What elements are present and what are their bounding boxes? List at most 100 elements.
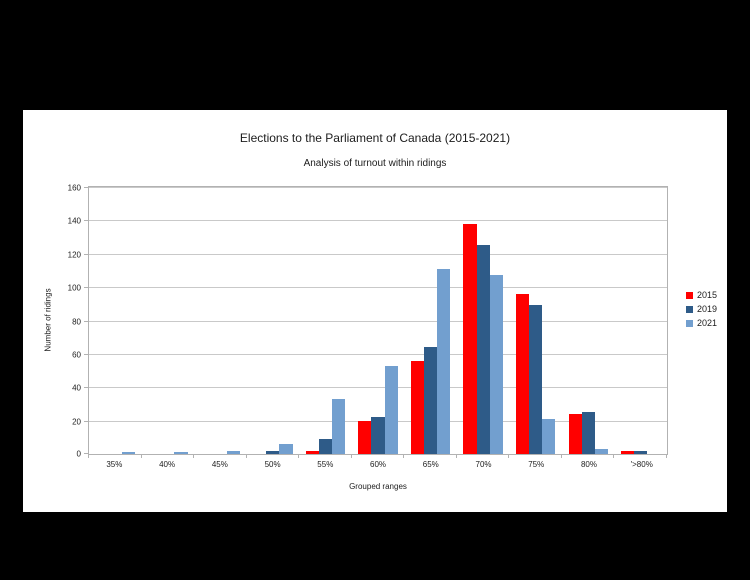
bar-group-'>80% <box>614 187 667 454</box>
y-tick-label-140: 140 <box>67 216 81 226</box>
x-tick-label-50%: 50% <box>264 460 281 469</box>
x-tick-mark-11 <box>666 454 667 458</box>
bar-group-80% <box>562 187 615 454</box>
bar-2021-75% <box>542 418 556 454</box>
x-tick-mark-9 <box>560 454 562 458</box>
bar-2019-65% <box>423 347 438 454</box>
bar-group-55% <box>299 187 352 454</box>
chart-subtitle: Analysis of turnout within ridings <box>303 158 447 169</box>
bar-2019-55% <box>318 438 333 454</box>
gridline-60 <box>89 353 667 355</box>
bar-group-60% <box>352 187 405 454</box>
legend: 2015 2019 2021 <box>686 288 717 330</box>
bar-2021-65% <box>437 268 451 454</box>
chart-panel: Elections to the Parliament of Canada (2… <box>23 110 727 512</box>
bar-group-65% <box>404 187 457 454</box>
y-tick-mark-120 <box>84 253 88 255</box>
x-tick-label-35%: 35% <box>106 460 123 469</box>
plot-area: 0 20 40 60 80 100 120 140 160 <box>68 184 668 459</box>
legend-label-2019: 2019 <box>697 304 718 314</box>
x-tick-mark-5 <box>350 454 352 458</box>
bar-2015-65% <box>410 360 424 454</box>
bar-2021-35% <box>121 452 135 454</box>
y-tick-mark-20 <box>84 420 88 422</box>
y-tick-mark-0 <box>84 453 88 454</box>
bar-2021-60% <box>384 365 398 454</box>
legend-swatch-2015 <box>686 291 693 299</box>
bar-2019-80% <box>581 412 595 454</box>
y-tick-label-100: 100 <box>67 283 81 293</box>
bar-2021-50% <box>279 444 293 454</box>
x-tick-mark-0 <box>88 454 89 458</box>
gridline-100 <box>89 287 667 289</box>
y-tick-label-120: 120 <box>67 250 81 260</box>
x-tick-label-45%: 45% <box>211 460 228 469</box>
y-tick-label-40: 40 <box>72 383 81 393</box>
x-tick-mark-1 <box>140 454 142 458</box>
y-tick-label-80: 80 <box>72 317 81 326</box>
gridline-140 <box>89 220 667 222</box>
bar-2019-50% <box>266 450 280 454</box>
y-tick-label-20: 20 <box>72 417 81 427</box>
y-axis-title: Number of ridings <box>43 288 53 352</box>
bar-group-40% <box>142 187 195 454</box>
x-tick-mark-8 <box>508 454 510 458</box>
x-tick-label-60%: 60% <box>370 460 387 469</box>
x-tick-mark-4 <box>298 454 300 458</box>
bar-group-35% <box>89 187 142 454</box>
bar-groups <box>89 187 667 454</box>
bar-group-75% <box>509 187 562 454</box>
legend-item-2019: 2019 <box>686 302 717 316</box>
x-tick-label-75%: 75% <box>528 460 545 469</box>
bar-2019-'>80% <box>634 450 648 454</box>
legend-swatch-2019 <box>686 305 693 313</box>
gridline-40 <box>89 387 667 389</box>
bar-2015-55% <box>305 450 319 454</box>
x-tick-label-40%: 40% <box>159 460 176 469</box>
x-axis-title: Grouped ranges <box>349 482 407 491</box>
legend-label-2015: 2015 <box>697 290 718 300</box>
bar-2015-'>80% <box>621 450 635 454</box>
bar-2021-40% <box>174 452 188 454</box>
y-tick-label-0: 0 <box>76 449 81 459</box>
y-tick-label-60: 60 <box>72 350 81 360</box>
bar-2019-70% <box>476 245 490 454</box>
y-tick-mark-80 <box>84 320 88 322</box>
gridline-120 <box>89 253 667 255</box>
bar-2015-60% <box>358 420 372 454</box>
bar-2021-80% <box>594 449 608 454</box>
x-axis-labels: 35% 40% 45% 50% 55% 60% 65% 70% 75% 80% '>80% <box>88 460 668 469</box>
legend-swatch-2021 <box>686 319 693 327</box>
bar-2021-70% <box>489 275 503 454</box>
x-tick-mark-2 <box>193 454 195 458</box>
x-tick-label-80%: 80% <box>580 460 597 469</box>
gridline-80 <box>89 320 667 322</box>
bar-group-70% <box>457 187 510 454</box>
y-tick-mark-160 <box>84 187 88 188</box>
x-tick-mark-6 <box>403 454 405 458</box>
y-tick-mark-140 <box>84 220 88 222</box>
y-tick-mark-100 <box>84 287 88 289</box>
x-tick-label-'>80%: '>80% <box>630 460 653 469</box>
x-tick-label-65%: 65% <box>422 460 439 469</box>
bar-2021-45% <box>226 450 241 454</box>
bar-2015-75% <box>515 293 530 454</box>
y-tick-label-160: 160 <box>67 183 81 193</box>
x-tick-label-55%: 55% <box>317 460 334 469</box>
bar-2019-60% <box>371 417 385 454</box>
bar-group-50% <box>247 187 300 454</box>
bar-2015-70% <box>463 223 477 454</box>
legend-item-2021: 2021 <box>686 316 717 330</box>
x-tick-mark-7 <box>455 454 457 458</box>
legend-label-2021: 2021 <box>697 318 718 328</box>
bar-2021-55% <box>332 398 346 454</box>
x-tick-label-70%: 70% <box>475 460 492 469</box>
legend-item-2015: 2015 <box>686 288 717 302</box>
y-tick-mark-60 <box>84 353 88 355</box>
gridline-160 <box>89 187 667 188</box>
bar-group-45% <box>194 187 247 454</box>
x-tick-mark-3 <box>245 454 247 458</box>
chart-title: Elections to the Parliament of Canada (2… <box>239 131 511 145</box>
bar-2015-80% <box>568 413 582 454</box>
